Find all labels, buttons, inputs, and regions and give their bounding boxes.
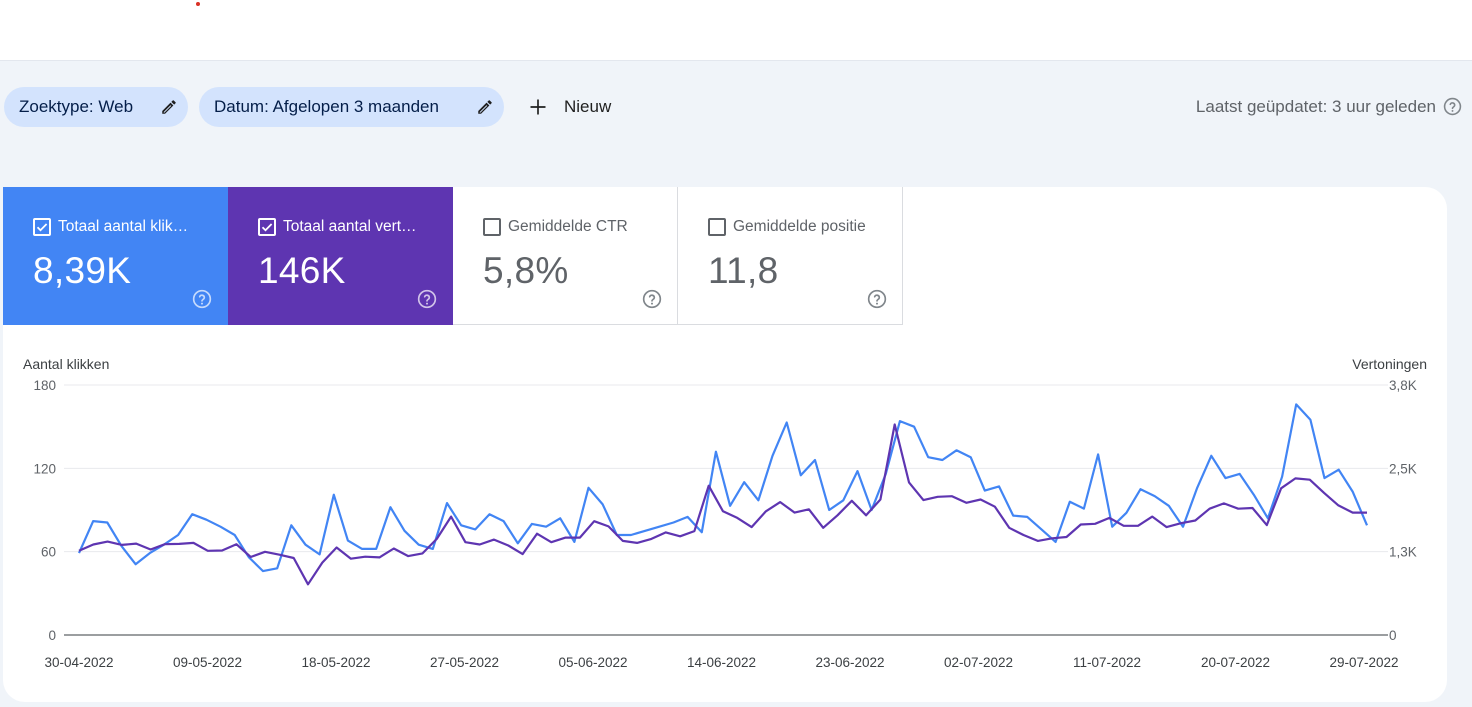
x-tick-label: 14-06-2022 xyxy=(687,655,756,670)
check-icon xyxy=(261,223,273,232)
left-tick-label: 180 xyxy=(33,378,56,393)
check-icon xyxy=(36,223,48,232)
metric-label: Gemiddelde CTR xyxy=(508,218,628,235)
metric-checkbox[interactable] xyxy=(708,218,726,236)
metric-tile-position[interactable]: Gemiddelde positie 11,8 xyxy=(678,187,903,325)
right-tick-label: 0 xyxy=(1389,628,1397,643)
left-tick-label: 0 xyxy=(48,628,56,643)
metric-value: 5,8% xyxy=(483,250,569,291)
x-tick-label: 09-05-2022 xyxy=(173,655,242,670)
performance-chart[interactable]: Aantal klikken Vertoningen 0 0 60 1,3K 120 2,5K… xyxy=(3,347,1447,687)
left-tick-label: 60 xyxy=(41,545,56,560)
metric-label: Totaal aantal klik… xyxy=(58,218,189,235)
edit-icon[interactable] xyxy=(476,98,494,116)
metric-tile-header: Totaal aantal klik… xyxy=(33,217,223,237)
new-filter-label: Nieuw xyxy=(564,97,612,116)
top-app-bar xyxy=(0,0,1472,61)
metric-tile-clicks[interactable]: Totaal aantal klik… 8,39K xyxy=(3,187,228,325)
help-icon[interactable] xyxy=(1443,97,1462,116)
line-chart[interactable]: Aantal klikken Vertoningen 0 0 60 1,3K 120 2,5K… xyxy=(3,347,1447,687)
plus-icon xyxy=(530,99,546,115)
edit-icon[interactable] xyxy=(160,98,178,116)
metric-checkbox[interactable] xyxy=(483,218,501,236)
x-tick-label: 05-06-2022 xyxy=(558,655,627,670)
x-tick-label: 11-07-2022 xyxy=(1073,655,1141,670)
metric-tile-impressions[interactable]: Totaal aantal vert… 146K xyxy=(228,187,453,325)
metric-value: 8,39K xyxy=(33,250,132,291)
left-tick-label: 120 xyxy=(33,461,56,476)
metric-label: Totaal aantal vert… xyxy=(283,218,417,235)
metric-tile-header: Gemiddelde CTR xyxy=(483,217,673,237)
metric-value: 11,8 xyxy=(708,250,779,291)
right-tick-label: 2,5K xyxy=(1389,461,1417,476)
clicks-series-line xyxy=(77,403,1369,573)
x-tick-label: 29-07-2022 xyxy=(1329,655,1398,670)
x-tick-label: 18-05-2022 xyxy=(301,655,370,670)
date-chip-label: Datum: Afgelopen 3 maanden xyxy=(214,97,439,116)
metric-tile-ctr[interactable]: Gemiddelde CTR 5,8% xyxy=(453,187,678,325)
help-icon[interactable] xyxy=(192,289,212,309)
filter-bar: Zoektype: Web Datum: Afgelopen 3 maanden… xyxy=(0,86,1472,128)
metric-checkbox[interactable] xyxy=(258,218,276,236)
right-tick-label: 3,8K xyxy=(1389,378,1417,393)
last-updated-text: Laatst geüpdatet: 3 uur geleden xyxy=(1195,97,1436,116)
performance-card: Totaal aantal klik… 8,39K Totaal aantal … xyxy=(3,187,1447,702)
metric-checkbox[interactable] xyxy=(33,218,51,236)
left-axis-title: Aantal klikken xyxy=(23,356,109,372)
date-chip[interactable]: Datum: Afgelopen 3 maanden xyxy=(199,87,504,127)
right-tick-label: 1,3K xyxy=(1389,545,1417,560)
impressions-series-line xyxy=(78,423,1367,586)
new-filter-button[interactable]: Nieuw xyxy=(526,87,611,127)
search-type-chip-label: Zoektype: Web xyxy=(19,97,134,116)
x-tick-label: 23-06-2022 xyxy=(815,655,884,670)
metric-tile-header: Totaal aantal vert… xyxy=(258,217,448,237)
help-icon[interactable] xyxy=(417,289,437,309)
metric-value: 146K xyxy=(258,250,346,291)
x-tick-label: 20-07-2022 xyxy=(1201,655,1270,670)
x-tick-label: 30-04-2022 xyxy=(44,655,113,670)
help-icon[interactable] xyxy=(867,289,887,309)
notification-dot xyxy=(196,2,200,6)
metric-tile-header: Gemiddelde positie xyxy=(708,217,898,237)
x-tick-label: 27-05-2022 xyxy=(430,655,499,670)
x-tick-label: 02-07-2022 xyxy=(944,655,1013,670)
right-axis-title: Vertoningen xyxy=(1352,356,1427,372)
metric-label: Gemiddelde positie xyxy=(733,218,866,235)
help-icon[interactable] xyxy=(642,289,662,309)
search-type-chip[interactable]: Zoektype: Web xyxy=(4,87,188,127)
